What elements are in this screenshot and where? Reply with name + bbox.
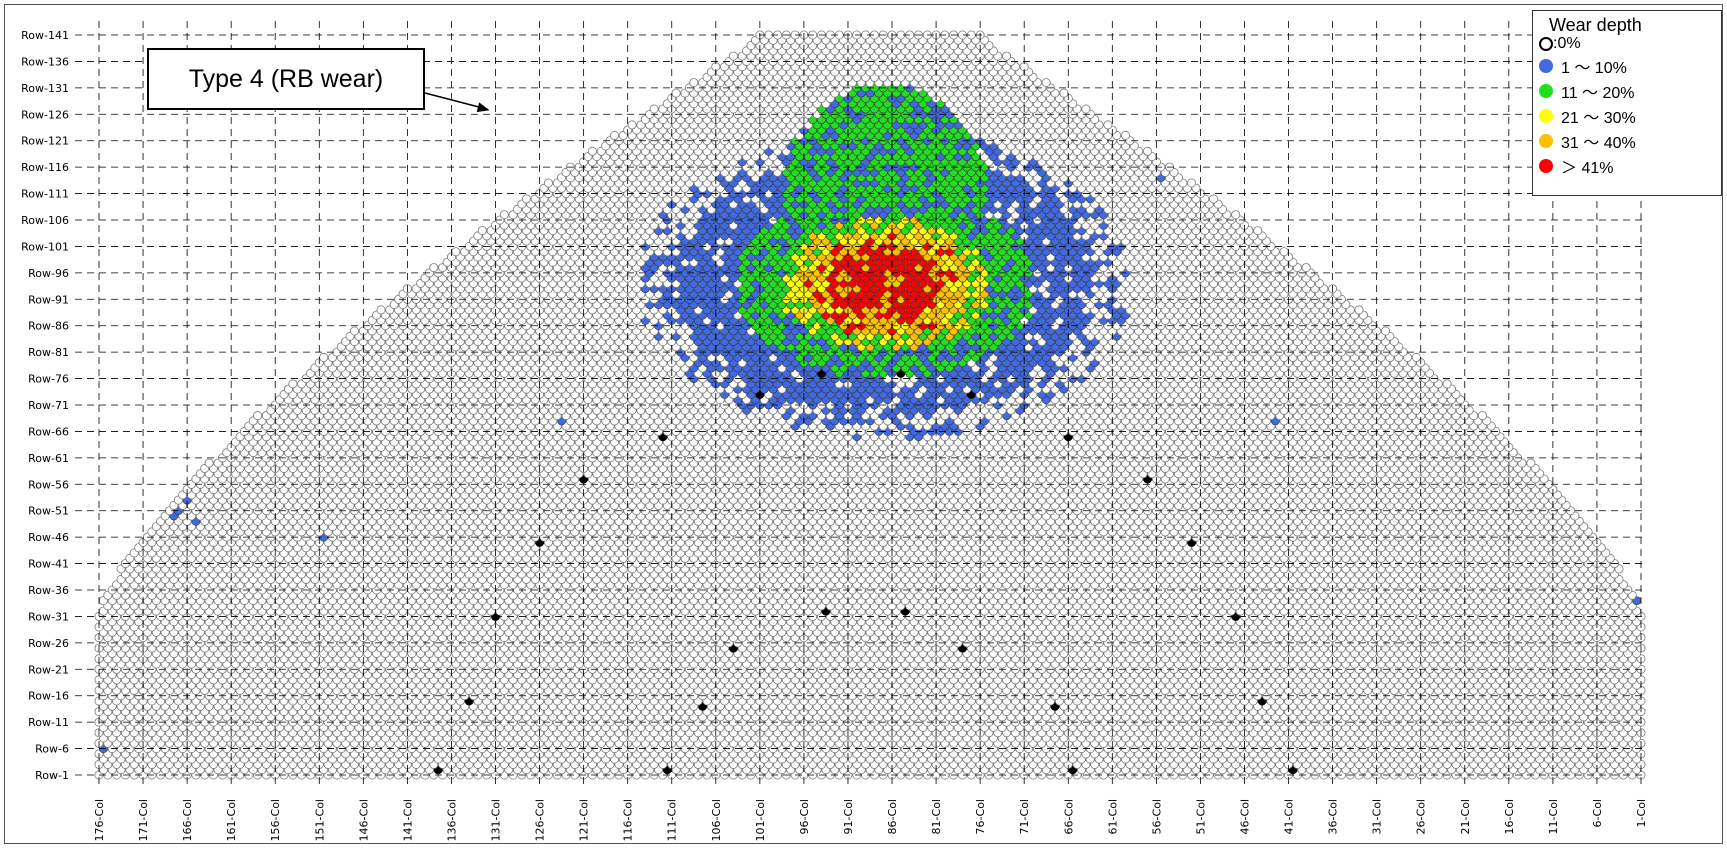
- chart-frame: Row-1 Row-6 Row-11 Row-16 Row-21 Row-26 Row-31…: [4, 4, 1723, 844]
- tube-layer: [94, 30, 1646, 780]
- wear-map-chart: Row-1Row-6Row-11Row-16Row-21Row-26Row-31…: [21, 21, 1648, 841]
